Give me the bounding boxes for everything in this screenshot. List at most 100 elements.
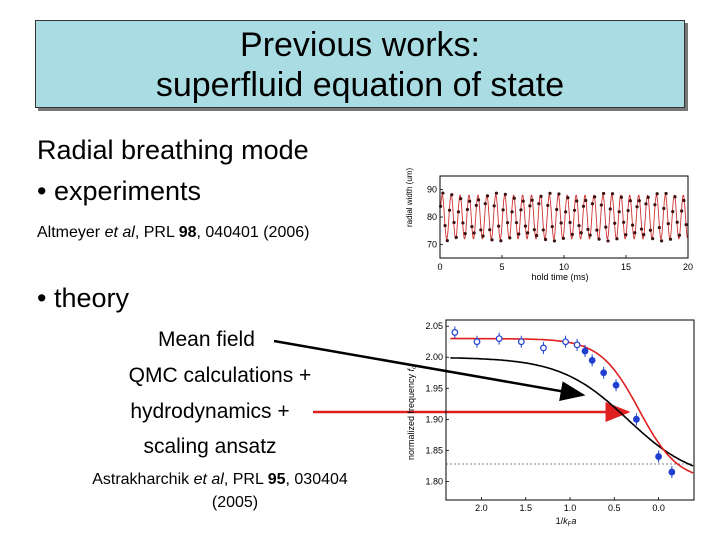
chart1-point: [639, 227, 644, 231]
label-mean-field: Mean field: [158, 328, 255, 351]
chart2-xtick-label: 0.5: [608, 503, 621, 513]
chart1-point: [597, 237, 601, 241]
chart1-point: [483, 202, 487, 206]
chart1-point: [548, 191, 552, 195]
chart1-point: [441, 191, 445, 195]
chart2-point: [573, 341, 581, 349]
chart1-xtick-label: 0: [437, 262, 442, 272]
chart1-point: [648, 228, 653, 232]
chart1-point: [546, 203, 550, 208]
chart1-point: [604, 225, 608, 229]
ref-astra-author: Astrakharchik: [92, 471, 194, 488]
chart1-point: [517, 232, 521, 236]
chart1-point: [476, 198, 481, 202]
chart1-point: [459, 197, 463, 201]
chart2-xlabel: 1/kFa: [556, 516, 577, 528]
chart1-point: [666, 222, 670, 226]
chart1-point: [662, 206, 666, 211]
chart1-point: [456, 210, 461, 214]
chart2-point: [600, 369, 608, 377]
chart1-point: [450, 193, 454, 197]
chart1-point: [559, 221, 563, 225]
chart1-xlabel: hold time (ms): [531, 272, 588, 282]
chart1-point: [601, 191, 606, 196]
ref-altmeyer-pages: , 040401 (2006): [196, 224, 310, 241]
chart1-point: [655, 192, 659, 196]
chart1-point: [541, 228, 545, 232]
chart2-point: [540, 344, 547, 352]
chart2-point: [581, 347, 589, 355]
chart1-point: [463, 232, 467, 236]
chart1-point: [584, 198, 588, 203]
chart1-point: [537, 202, 541, 206]
chart1-point: [637, 199, 641, 203]
chart2-xtick-label: 1.5: [519, 503, 532, 513]
chart1-point: [586, 227, 590, 231]
chart1-point: [673, 195, 677, 199]
chart1-point: [539, 194, 543, 198]
chart1-point: [528, 204, 532, 208]
chart1-point: [521, 199, 525, 203]
chart1-point: [454, 235, 458, 239]
chart1-point: [479, 228, 483, 232]
label-qmc-1: QMC calculations +: [128, 364, 312, 387]
chart1-point: [568, 220, 572, 225]
reference-astrakharchik: Astrakharchik et al, PRL 95, 030404: [50, 471, 390, 489]
chart1-point: [610, 192, 615, 196]
chart1-point: [526, 231, 530, 235]
chart1-point: [590, 202, 594, 206]
chart1-xtick-label: 5: [499, 262, 504, 272]
ref-astra-etal: et al: [193, 471, 224, 488]
chart1-point: [622, 220, 626, 224]
chart-normalized-frequency: 2.0 1.5 1.0 0.5 0.01.801.851.901.952.002.05 …: [406, 319, 695, 528]
chart2-xtick-label: 0.0: [652, 503, 665, 513]
chart1-point: [642, 233, 646, 237]
chart1-point: [608, 207, 612, 211]
chart1-point: [671, 209, 675, 214]
chart1-point: [503, 192, 507, 196]
chart2-ytick-label: 1.80: [425, 476, 443, 486]
chart1-point: [626, 209, 630, 213]
chart1-point: [595, 228, 599, 232]
ref-altmeyer-etal: et al: [104, 224, 135, 241]
chart1-point: [606, 239, 610, 243]
chart1-point: [557, 192, 561, 196]
chart1-point: [445, 238, 449, 243]
chart1-point: [543, 237, 548, 242]
chart1-point: [570, 232, 574, 236]
chart1-point: [447, 208, 452, 212]
chart1-point: [481, 234, 485, 238]
chart1-point: [523, 224, 528, 228]
chart2-ytick-label: 1.90: [425, 414, 443, 424]
title-line-1: Previous works:: [240, 26, 480, 64]
chart1-point: [619, 195, 624, 199]
chart1-point: [572, 208, 577, 212]
chart2-point: [633, 415, 640, 423]
chart1-point: [519, 208, 523, 212]
chart2-point: [473, 338, 481, 346]
chart1-point: [505, 221, 510, 225]
chart2-ytick-label: 1.85: [425, 445, 443, 455]
chart1-point: [514, 221, 519, 225]
chart1-xtick-label: 20: [683, 262, 693, 272]
chart1-point: [646, 195, 650, 199]
reference-altmeyer: Altmeyer et al, PRL 98, 040401 (2006): [37, 224, 309, 242]
chart1-xtick-label: 10: [559, 262, 569, 272]
chart1-point: [508, 236, 512, 240]
chart1-point: [512, 196, 516, 200]
ref-astra-pages: , 030404: [285, 471, 348, 488]
chart1-point: [653, 203, 657, 207]
chart1-ylabel: radial width (um): [405, 168, 414, 227]
chart2-point: [588, 356, 596, 364]
chart1-ytick-label: 90: [427, 185, 437, 195]
chart1-point: [510, 210, 514, 214]
chart1-point: [461, 221, 465, 225]
chart1-point: [577, 224, 581, 228]
chart1-point: [581, 204, 586, 208]
chart1-point: [497, 224, 501, 228]
chart1-point: [566, 196, 570, 200]
chart1-point: [488, 228, 492, 232]
chart1-point: [659, 239, 664, 243]
chart1-point: [675, 220, 679, 224]
chart1-point: [657, 225, 661, 230]
